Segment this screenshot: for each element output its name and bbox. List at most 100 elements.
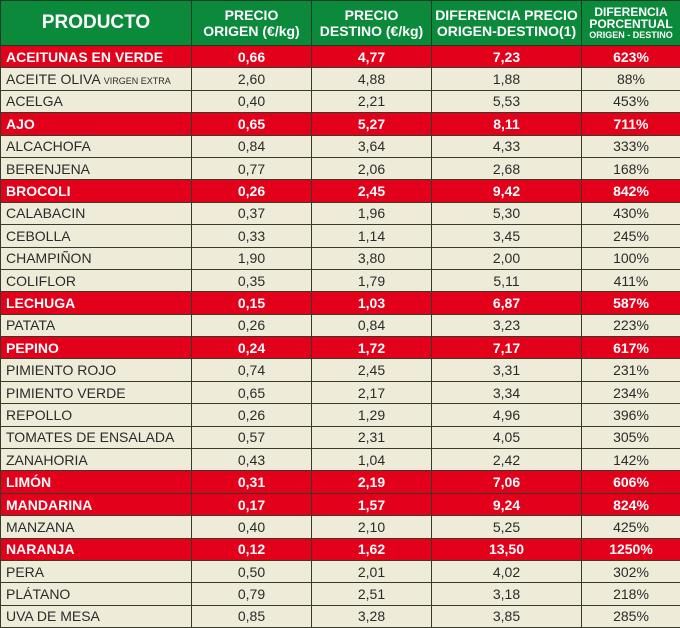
precio-destino-cell: 2,31 — [312, 426, 432, 448]
precio-origen-cell: 2,60 — [192, 68, 312, 90]
diferencia-cell: 3,34 — [432, 381, 582, 403]
diferencia-cell: 2,00 — [432, 247, 582, 269]
diferencia-cell: 1,88 — [432, 68, 582, 90]
product-cell-text: ZANAHORIA — [6, 452, 88, 468]
diferencia-cell: 3,45 — [432, 225, 582, 247]
precio-destino-cell-text: 0,84 — [358, 317, 385, 333]
product-cell: PIMIENTO VERDE — [1, 381, 192, 403]
porcentual-cell: 411% — [582, 269, 680, 291]
product-cell: ZANAHORIA — [1, 449, 192, 471]
precio-destino-cell: 2,45 — [312, 359, 432, 381]
product-cell-text: ALCACHOFA — [6, 138, 91, 154]
product-cell-text: PIMIENTO VERDE — [6, 385, 126, 401]
precio-origen-cell: 0,33 — [192, 225, 312, 247]
diferencia-cell: 4,33 — [432, 135, 582, 157]
product-cell-text: ACEITUNAS EN VERDE — [6, 49, 163, 65]
porcentual-cell: 430% — [582, 202, 680, 224]
precio-destino-cell: 2,10 — [312, 516, 432, 538]
product-cell: MANZANA — [1, 516, 192, 538]
diferencia-cell-text: 5,53 — [493, 93, 520, 109]
precio-origen-cell: 0,35 — [192, 269, 312, 291]
porcentual-cell-text: 711% — [613, 116, 648, 132]
precio-origen-cell: 0,79 — [192, 583, 312, 605]
precio-origen-cell-text: 0,37 — [238, 205, 265, 221]
precio-origen-cell: 0,37 — [192, 202, 312, 224]
diferencia-cell-text: 3,85 — [493, 608, 520, 624]
precio-destino-cell-text: 2,17 — [358, 385, 385, 401]
product-cell: PERA — [1, 560, 192, 582]
porcentual-cell: 100% — [582, 247, 680, 269]
precio-destino-cell-text: 1,03 — [358, 295, 385, 311]
product-cell: PLÁTANO — [1, 583, 192, 605]
precio-destino-cell: 1,29 — [312, 404, 432, 426]
product-cell-text: COLIFLOR — [6, 273, 76, 289]
diferencia-cell: 7,23 — [432, 46, 582, 68]
header-line: PRECIO — [225, 7, 279, 23]
porcentual-cell: 711% — [582, 113, 680, 135]
precio-destino-cell-text: 4,88 — [358, 71, 385, 87]
precio-destino-cell: 1,96 — [312, 202, 432, 224]
product-cell: UVA DE MESA — [1, 605, 192, 627]
porcentual-cell: 234% — [582, 381, 680, 403]
porcentual-cell: 305% — [582, 426, 680, 448]
precio-origen-cell: 0,26 — [192, 314, 312, 336]
porcentual-cell-text: 411% — [614, 273, 649, 289]
porcentual-cell: 617% — [582, 337, 680, 359]
precio-destino-cell: 1,04 — [312, 449, 432, 471]
diferencia-cell-text: 5,30 — [493, 205, 520, 221]
precio-origen-cell-text: 0,33 — [238, 228, 265, 244]
product-cell: PEPINO — [1, 337, 192, 359]
precio-origen-cell-text: 0,17 — [238, 497, 265, 513]
product-cell-text: PATATA — [6, 317, 55, 333]
porcentual-cell: 218% — [582, 583, 680, 605]
porcentual-cell-text: 234% — [613, 385, 649, 401]
diferencia-cell: 9,24 — [432, 493, 582, 515]
precio-origen-cell-text: 0,66 — [238, 49, 265, 65]
precio-origen-cell: 0,31 — [192, 471, 312, 493]
diferencia-cell-text: 1,88 — [493, 71, 520, 87]
diferencia-cell-text: 2,00 — [493, 250, 520, 266]
diferencia-cell: 6,87 — [432, 292, 582, 314]
product-cell: COLIFLOR — [1, 269, 192, 291]
precio-origen-cell: 0,12 — [192, 538, 312, 560]
porcentual-cell-text: 333% — [613, 138, 649, 154]
porcentual-cell: 231% — [582, 359, 680, 381]
product-cell-text: BERENJENA — [6, 161, 90, 177]
product-cell-text: PIMIENTO ROJO — [6, 362, 116, 378]
precio-destino-cell: 2,06 — [312, 157, 432, 179]
product-cell-text: MANDARINA — [6, 497, 92, 513]
diferencia-cell-text: 13,50 — [489, 541, 524, 557]
diferencia-cell-text: 3,34 — [493, 385, 520, 401]
porcentual-cell: 223% — [582, 314, 680, 336]
precio-destino-cell: 2,21 — [312, 90, 432, 112]
precio-destino-cell-text: 1,96 — [358, 205, 385, 221]
porcentual-cell-text: 285% — [613, 608, 649, 624]
product-cell-text: AJO — [6, 116, 35, 132]
diferencia-cell: 13,50 — [432, 538, 582, 560]
precio-destino-cell: 3,28 — [312, 605, 432, 627]
porcentual-cell-text: 453% — [613, 93, 649, 109]
precio-origen-cell-text: 0,40 — [238, 93, 265, 109]
product-cell: REPOLLO — [1, 404, 192, 426]
product-cell-text: TOMATES DE ENSALADA — [6, 429, 174, 445]
product-cell-text: ACELGA — [6, 93, 63, 109]
porcentual-cell-text: 430% — [613, 205, 649, 221]
diferencia-cell: 5,25 — [432, 516, 582, 538]
porcentual-cell: 842% — [582, 180, 680, 202]
porcentual-cell-text: 168% — [613, 161, 649, 177]
porcentual-cell-text: 142% — [613, 452, 649, 468]
precio-origen-cell: 0,84 — [192, 135, 312, 157]
porcentual-cell: 606% — [582, 471, 680, 493]
precio-origen-cell-text: 0,77 — [238, 161, 265, 177]
product-cell-text: BROCOLI — [6, 183, 71, 199]
